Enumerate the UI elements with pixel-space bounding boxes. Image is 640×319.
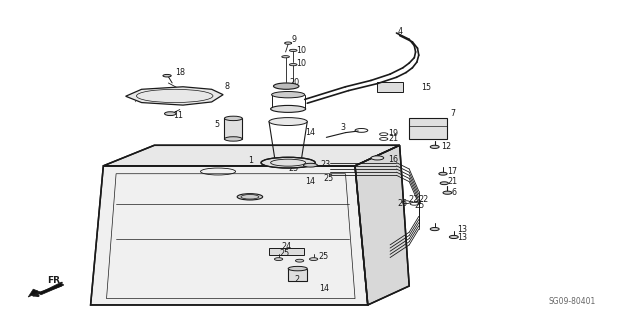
Text: 25: 25 [397, 199, 408, 208]
Bar [378, 82, 403, 92]
Text: 10: 10 [296, 46, 306, 55]
Ellipse shape [164, 112, 176, 115]
Ellipse shape [269, 118, 307, 125]
Text: 7: 7 [451, 109, 456, 118]
Text: 25: 25 [288, 165, 298, 174]
Ellipse shape [275, 258, 283, 261]
Text: 25: 25 [319, 252, 329, 261]
Ellipse shape [288, 266, 307, 271]
Text: 15: 15 [420, 83, 431, 92]
Ellipse shape [261, 157, 316, 168]
Text: 2: 2 [294, 275, 300, 284]
Text: 14: 14 [305, 177, 315, 186]
Ellipse shape [282, 56, 289, 58]
Ellipse shape [271, 92, 305, 98]
Text: 9: 9 [291, 35, 296, 44]
Ellipse shape [430, 145, 439, 148]
Ellipse shape [163, 74, 172, 77]
Ellipse shape [439, 172, 447, 175]
Text: 16: 16 [388, 155, 398, 164]
Text: 13: 13 [458, 234, 468, 242]
Text: 21: 21 [388, 134, 398, 143]
Text: SG09-80401: SG09-80401 [548, 297, 595, 306]
Text: 23: 23 [320, 160, 330, 169]
Ellipse shape [225, 137, 243, 141]
Text: 14: 14 [319, 284, 329, 293]
Text: 10: 10 [296, 59, 306, 68]
Ellipse shape [371, 156, 384, 160]
Text: 24: 24 [282, 242, 292, 251]
Text: 5: 5 [214, 120, 220, 129]
Ellipse shape [237, 194, 262, 200]
Text: 4: 4 [397, 27, 403, 36]
Text: 3: 3 [340, 123, 346, 132]
Text: 11: 11 [173, 111, 184, 120]
Text: 6: 6 [452, 188, 457, 197]
Text: FR.: FR. [47, 276, 64, 285]
Text: 25: 25 [280, 249, 290, 258]
Bar [288, 269, 307, 281]
Polygon shape [103, 145, 399, 166]
Ellipse shape [289, 63, 297, 66]
Bar [269, 248, 304, 255]
Text: 12: 12 [441, 142, 451, 151]
Polygon shape [91, 166, 368, 305]
Polygon shape [125, 87, 223, 105]
Text: 20: 20 [289, 78, 300, 87]
Ellipse shape [440, 182, 449, 185]
Text: 25: 25 [414, 201, 424, 210]
Text: 19: 19 [388, 129, 398, 138]
Bar [409, 118, 447, 139]
Polygon shape [28, 283, 64, 297]
Text: 13: 13 [458, 225, 468, 234]
Text: 8: 8 [225, 82, 229, 91]
Text: 1: 1 [248, 156, 253, 165]
Bar [225, 118, 243, 139]
Ellipse shape [289, 49, 297, 51]
Text: 18: 18 [175, 68, 185, 77]
Ellipse shape [430, 227, 439, 231]
Text: 14: 14 [305, 128, 315, 137]
Ellipse shape [449, 235, 458, 239]
Text: 17: 17 [447, 167, 458, 176]
Ellipse shape [310, 258, 318, 261]
Text: 22: 22 [419, 196, 429, 204]
Text: 25: 25 [323, 174, 333, 183]
Ellipse shape [303, 163, 317, 167]
Ellipse shape [443, 191, 452, 194]
Polygon shape [355, 145, 409, 305]
Ellipse shape [296, 259, 304, 262]
Text: 21: 21 [447, 177, 458, 186]
Ellipse shape [225, 116, 243, 121]
Text: 22: 22 [408, 196, 418, 204]
Ellipse shape [273, 83, 299, 89]
Ellipse shape [271, 105, 306, 112]
